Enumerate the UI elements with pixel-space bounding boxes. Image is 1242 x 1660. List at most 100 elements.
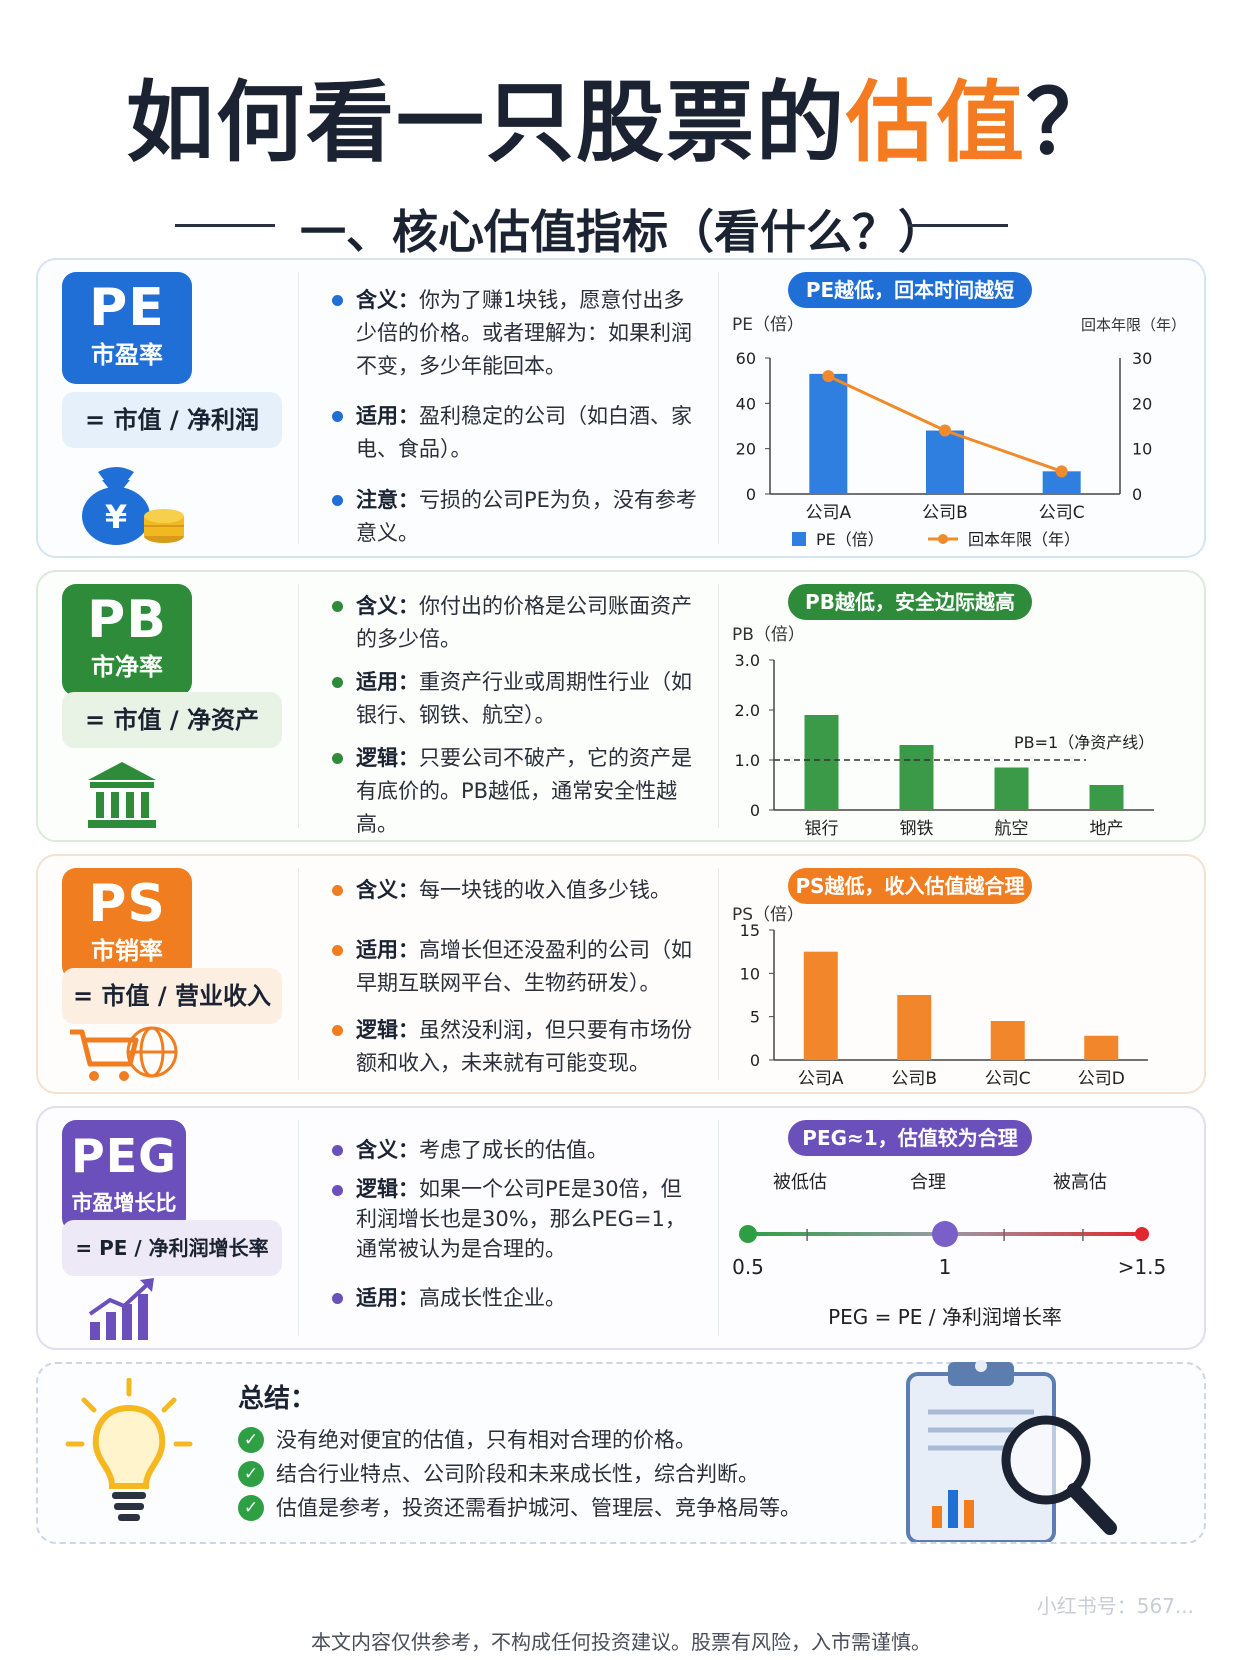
pe-separator-2 [718,272,719,544]
divider-line-right [908,224,1008,227]
peg-low-marker [739,1225,757,1243]
ps-card: PS 市销率 = 市值 / 营业收入 含义：每一块钱的收入值多少钱。 适用：高增… [36,854,1206,1094]
pe-card: PE 市盈率 = 市值 / 净利润 ¥ 含义：你为了赚1块钱，愿意付出多少倍的价… [36,258,1206,558]
pe-name: 市盈率 [91,341,163,369]
peg-name: 市盈增长比 [71,1191,177,1215]
disclaimer-footer: 本文内容仅供参考，不构成任何投资建议。股票有风险，入市需谨慎。 [311,1630,931,1654]
clipboard-magnifier-icon [906,1360,1117,1542]
bar-1 [803,951,838,1060]
bar-2 [899,745,934,810]
pe-formula: = 市值 / 净利润 [62,392,282,448]
payback-point-1 [822,370,835,383]
title-accent: 估值 [845,71,1026,174]
page-title: 如何看一只股票的估值？ [125,71,1117,174]
summary-item-3: ✓ 估值是参考，投资还需看护城河、管理层、竞争格局等。 [238,1494,801,1522]
ps-chart: PS（倍） 0 5 10 15 公司A 公司B 公司C 公司D [732,905,1148,1089]
peg-badge: PEG 市盈增长比 [62,1120,186,1232]
legend-bar-label: PE（倍） [816,530,884,549]
y-tick-label: 20 [736,440,756,459]
pb-reference-label: PB=1（净资产线） [1014,733,1154,752]
x-tick-label: 公司C [985,1069,1031,1089]
peg-pill: PEG≈1，估值较为合理 [788,1120,1032,1156]
peg-bullet-usage: 适用：高成长性企业。 [330,1282,700,1315]
bar-3 [1042,471,1081,494]
peg-bullet-meaning: 含义：考虑了成长的估值。 [330,1134,700,1167]
peg-formula: = PE / 净利润增长率 [62,1220,282,1276]
ps-y-label: PS（倍） [732,905,804,925]
x-tick-label: 钢铁 [900,819,934,839]
pe-pill: PE越低，回本时间越短 [788,272,1032,308]
summary-item-2: ✓ 结合行业特点、公司阶段和未来成长性，综合判断。 [238,1460,759,1488]
x-tick-label: 公司C [1039,503,1085,523]
pb-bullet-meaning: 含义：你付出的价格是公司账面资产的多少倍。 [330,590,700,656]
pe-y-label: PE（倍） [732,315,804,335]
pb-name: 市净率 [91,653,163,681]
bar-1 [804,715,839,810]
ps-separator [298,868,299,1080]
payback-point-3 [1055,465,1068,478]
y-tick-label: 15 [740,921,760,940]
growth-chart-icon [88,1278,154,1340]
x-tick-label: 航空 [995,819,1029,839]
pb-y-label: PB（倍） [732,625,805,645]
check-icon: ✓ [238,1495,264,1521]
pb-separator [298,584,299,828]
peg-zone-label-1: 被低估 [773,1172,827,1193]
ps-pill: PS越低，收入估值越合理 [788,868,1032,904]
bar-3 [994,767,1029,810]
legend-line-label: 回本年限（年） [968,530,1080,549]
y-tick-label: 1.0 [735,751,760,770]
svg-text:¥: ¥ [105,498,127,536]
summary-item-1: ✓ 没有绝对便宜的估值，只有相对合理的价格。 [238,1426,696,1454]
bar-3 [990,1021,1025,1060]
peg-value-label-2: 1 [939,1255,952,1279]
peg-separator [298,1120,299,1336]
legend-bar-swatch [792,532,806,546]
pe-badge: PE 市盈率 [62,272,192,384]
y-tick-label: 10 [740,964,760,983]
peg-current-marker [932,1221,958,1247]
y-tick-label: 0 [746,485,756,504]
y-tick-label: 3.0 [735,651,760,670]
x-tick-label: 公司A [806,503,852,523]
y2-tick-label: 10 [1132,440,1152,459]
x-tick-label: 公司B [891,1069,937,1089]
ps-separator-2 [718,868,719,1080]
pe-y2-label: 回本年限（年） [1081,316,1186,334]
pb-formula: = 市值 / 净资产 [62,692,282,748]
pb-chart: PB（倍） 0 1.0 2.0 3.0 银行 钢铁 航空 地产 PB=1（净资产线） [732,625,1154,839]
y-tick-label: 5 [750,1008,760,1027]
pe-bullet-meaning: 含义：你为了赚1块钱，愿意付出多少倍的价格。或者理解为：如果利润不变，多少年能回… [330,284,700,383]
ps-formula: = 市值 / 营业收入 [62,968,282,1024]
lightbulb-icon [65,1378,193,1521]
section-title: 一、核心估值指标（看什么？） [300,205,944,259]
peg-zone-label-3: 被高估 [1053,1172,1107,1193]
peg-formula-caption: PEG = PE / 净利润增长率 [828,1305,1062,1329]
pe-bullet-usage: 适用：盈利稳定的公司（如白酒、家电、食品）。 [330,400,700,466]
x-tick-label: 地产 [1090,819,1124,839]
x-tick-label: 公司D [1078,1069,1125,1089]
y2-tick-label: 0 [1132,485,1142,504]
pb-pill: PB越低，安全边际越高 [788,584,1032,620]
peg-card: PEG 市盈增长比 = PE / 净利润增长率 含义：考虑了成长的估值。 逻辑：… [36,1106,1206,1350]
ps-badge: PS 市销率 [62,868,192,980]
peg-separator-2 [718,1120,719,1336]
cart-globe-icon [70,1026,178,1081]
ps-bullet-meaning: 含义：每一块钱的收入值多少钱。 [330,874,700,907]
peg-high-marker [1135,1227,1149,1241]
y-tick-label: 2.0 [735,701,760,720]
pb-bullet-logic: 逻辑：只要公司不破产，它的资产是有底价的。PB越低，通常安全性越高。 [330,742,700,841]
pb-code: PB [87,590,167,650]
peg-code: PEG [71,1129,177,1183]
x-tick-label: 银行 [805,819,839,839]
legend-line-dot [938,534,948,544]
check-icon: ✓ [238,1461,264,1487]
y2-tick-label: 30 [1132,349,1152,368]
bar-1 [809,373,848,494]
peg-bullet-logic: 逻辑：如果一个公司PE是30倍，但利润增长也是30%，那么PEG=1，通常被认为… [330,1174,700,1264]
bar-2 [926,430,964,494]
y-tick-label: 0 [750,1051,760,1070]
peg-value-label-1: 0.5 [732,1255,764,1279]
ps-bullet-logic: 逻辑：虽然没利润，但只要有市场份额和收入，未来就有可能变现。 [330,1014,700,1080]
x-tick-label: 公司A [798,1069,844,1089]
